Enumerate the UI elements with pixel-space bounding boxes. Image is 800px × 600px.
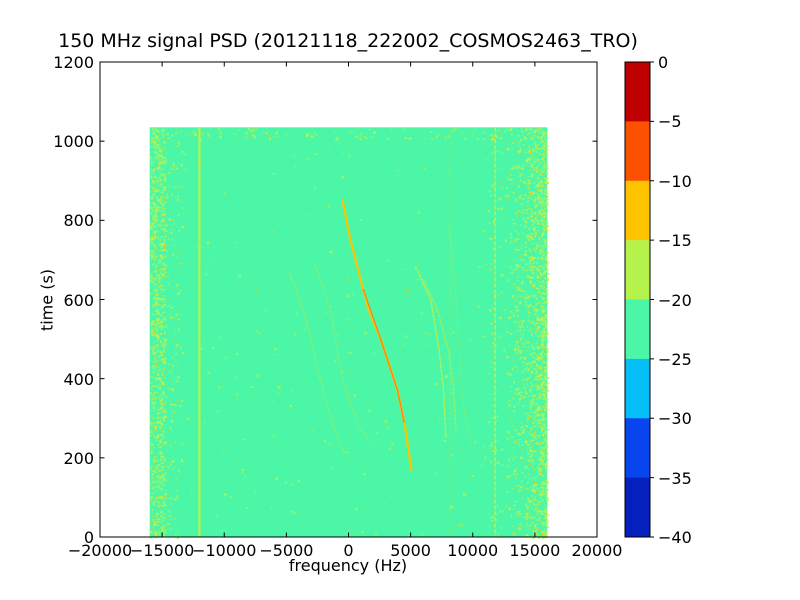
colorbar-tick-label: −5	[658, 112, 682, 132]
colorbar-band	[625, 418, 650, 479]
colorbar-tick-label: 0	[658, 53, 669, 72]
noise-band	[488, 129, 504, 538]
colorbar-tick-label: −20	[658, 290, 692, 310]
plot-title: 150 MHz signal PSD (20121118_222002_COSM…	[58, 30, 638, 52]
colorbar-tick-label: −10	[658, 171, 692, 191]
colorbar-band	[625, 240, 650, 300]
colorbar-band	[625, 299, 650, 360]
noise-band	[149, 127, 168, 540]
x-axis-label: frequency (Hz)	[288, 556, 408, 575]
noise-band	[154, 127, 546, 142]
colorbar-band	[625, 180, 650, 241]
colorbar-tick-label: −35	[658, 468, 692, 488]
y-tick-label: 800	[63, 211, 94, 231]
doppler-right-b	[423, 279, 457, 433]
y-tick-label: 0	[83, 528, 94, 547]
y-tick-label: 600	[63, 290, 94, 310]
y-tick-label: 400	[63, 369, 94, 389]
colorbar-tick-label: −40	[658, 528, 692, 547]
x-tick-label: −15000	[129, 541, 195, 560]
x-tick-label: −20000	[67, 541, 133, 560]
doppler-right-a	[414, 265, 447, 439]
x-tick-label: 10000	[447, 541, 499, 560]
colorbar-tick-label: −15	[658, 231, 692, 251]
x-tick-label: 5000	[390, 541, 431, 560]
colorbar-tick-label: −30	[658, 409, 692, 429]
y-tick-label: 1000	[53, 132, 94, 152]
x-tick-label: −10000	[192, 541, 257, 560]
doppler-right-c	[448, 223, 474, 454]
x-tick-label: 15000	[509, 541, 561, 560]
colorbar-band	[625, 121, 650, 182]
colorbar-band	[625, 477, 650, 538]
x-tick-label: −5000	[259, 541, 314, 560]
y-tick-label: 200	[63, 448, 94, 468]
noise-band	[150, 127, 546, 538]
x-tick-label: 0	[343, 541, 354, 560]
y-tick-label: 1200	[53, 53, 94, 72]
colorbar-band	[625, 358, 650, 419]
noise-band	[525, 127, 550, 539]
spectrogram-background	[149, 127, 548, 537]
x-tick-label: 20000	[571, 541, 623, 560]
doppler-main-core	[362, 288, 405, 423]
doppler-left-a	[288, 270, 346, 455]
colorbar-tick-label: −25	[658, 349, 692, 369]
doppler-left-b	[314, 264, 373, 445]
noise-band	[164, 130, 185, 540]
colorbar-band	[625, 62, 650, 122]
